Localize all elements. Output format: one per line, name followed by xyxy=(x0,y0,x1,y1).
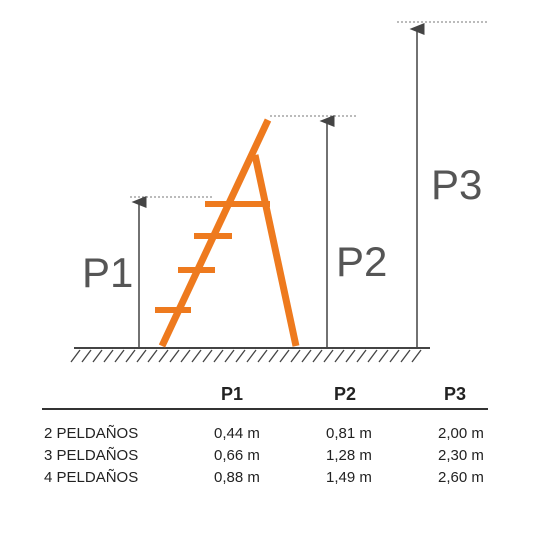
hatch-mark xyxy=(312,349,323,363)
hatch-mark xyxy=(323,349,334,363)
row-name: 2 PELDAÑOS xyxy=(44,425,139,442)
row-p2: 1,28 m xyxy=(326,447,372,464)
p2-label: P2 xyxy=(336,238,387,285)
row-p1: 0,44 m xyxy=(214,425,260,442)
hatch-mark xyxy=(334,349,345,363)
hatch-mark xyxy=(235,349,246,363)
hatch-mark xyxy=(213,349,224,363)
hatch-mark xyxy=(301,349,312,363)
table-header-p3: P3 xyxy=(444,384,467,404)
hatch-mark xyxy=(70,349,81,363)
ladder xyxy=(155,118,300,348)
hatch-mark xyxy=(158,349,169,363)
hatch-mark xyxy=(400,349,411,363)
hatch-mark xyxy=(389,349,400,363)
row-p3: 2,30 m xyxy=(438,447,484,464)
ground-hatching xyxy=(70,349,422,363)
row-p3: 2,60 m xyxy=(438,469,484,486)
hatch-mark xyxy=(224,349,235,363)
hatch-mark xyxy=(136,349,147,363)
row-p1: 0,66 m xyxy=(214,447,260,464)
table-row: 2 PELDAÑOS 0,44 m 0,81 m 2,00 m xyxy=(0,425,533,445)
hatch-mark xyxy=(103,349,114,363)
hatch-mark xyxy=(114,349,125,363)
hatch-mark xyxy=(191,349,202,363)
ladder-back-rail xyxy=(251,154,300,347)
hatch-mark xyxy=(147,349,158,363)
hatch-mark xyxy=(246,349,257,363)
hatch-mark xyxy=(411,349,422,363)
hatch-mark xyxy=(268,349,279,363)
hatch-mark xyxy=(257,349,268,363)
hatch-mark xyxy=(81,349,92,363)
row-p2: 0,81 m xyxy=(326,425,372,442)
hatch-mark xyxy=(202,349,213,363)
hatch-mark xyxy=(279,349,290,363)
hatch-mark xyxy=(356,349,367,363)
hatch-mark xyxy=(180,349,191,363)
hatch-mark xyxy=(345,349,356,363)
table-header-p1: P1 xyxy=(221,384,244,404)
table-header-divider xyxy=(42,408,488,410)
hatch-mark xyxy=(290,349,301,363)
row-p3: 2,00 m xyxy=(438,425,484,442)
p3-label: P3 xyxy=(431,161,482,208)
hatch-mark xyxy=(367,349,378,363)
row-name: 4 PELDAÑOS xyxy=(44,469,139,486)
row-p1: 0,88 m xyxy=(214,469,260,486)
row-p2: 1,49 m xyxy=(326,469,372,486)
hatch-mark xyxy=(92,349,103,363)
table-row: 3 PELDAÑOS 0,66 m 1,28 m 2,30 m xyxy=(0,447,533,467)
hatch-mark xyxy=(169,349,180,363)
hatch-mark xyxy=(378,349,389,363)
table-row: 4 PELDAÑOS 0,88 m 1,49 m 2,60 m xyxy=(0,469,533,489)
p1-label: P1 xyxy=(82,249,133,296)
table-header-p2: P2 xyxy=(334,384,357,404)
row-name: 3 PELDAÑOS xyxy=(44,447,139,464)
hatch-mark xyxy=(125,349,136,363)
